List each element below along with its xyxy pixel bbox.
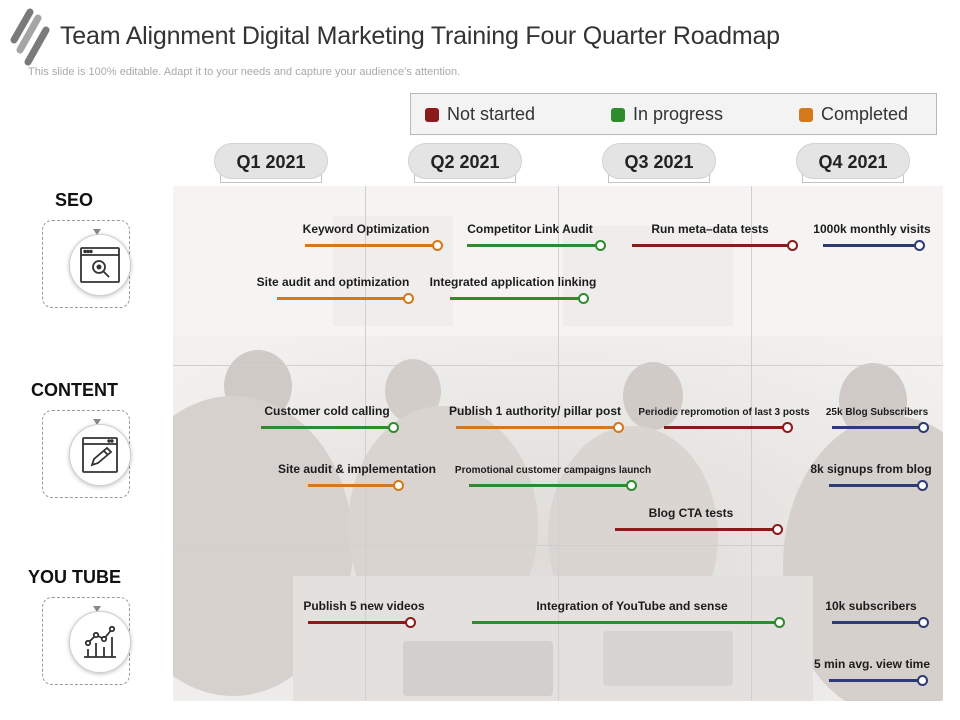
content-edit-icon <box>69 424 131 486</box>
down-arrow-icon <box>93 606 101 612</box>
task-bar <box>664 426 788 429</box>
task-end-marker <box>914 240 925 251</box>
quarter-bracket <box>414 170 516 183</box>
brand-logo-icon <box>10 8 50 66</box>
task-bar <box>829 679 923 682</box>
task-end-marker <box>613 422 624 433</box>
task-bar <box>305 244 438 247</box>
task-label: Competitor Link Audit <box>467 222 593 236</box>
task-bar <box>615 528 778 531</box>
row-title-seo: SEO <box>55 190 94 210</box>
task-label: Periodic repromotion of last 3 posts <box>638 407 810 418</box>
task-label: 5 min avg. view time <box>813 657 931 671</box>
task-bar <box>832 621 924 624</box>
task-bar <box>632 244 793 247</box>
grid-divider <box>365 186 366 701</box>
task-label: Keyword Optimization <box>302 222 430 236</box>
legend-item-in-progress: In progress <box>611 104 723 125</box>
task-bar <box>832 426 924 429</box>
not-started-swatch <box>425 107 439 122</box>
row-title-youtube: YOU TUBE <box>28 567 122 587</box>
task-bar <box>823 244 920 247</box>
row-card-youtube <box>42 597 131 685</box>
row-card-seo <box>42 220 131 308</box>
task-bar <box>450 297 584 300</box>
task-label: Publish 1 authority/ pillar post <box>448 404 622 418</box>
in-progress-swatch <box>611 107 625 122</box>
task-bar <box>261 426 394 429</box>
task-end-marker <box>578 293 589 304</box>
task-label: Integrated application linking <box>429 275 597 289</box>
quarter-header-q4: Q4 2021 <box>796 143 910 179</box>
task-label: Publish 5 new videos <box>303 599 425 613</box>
legend-label-completed: Completed <box>821 104 909 124</box>
task-label: 25k Blog Subscribers <box>825 407 929 418</box>
task-bar <box>456 426 619 429</box>
quarter-bracket <box>220 170 322 183</box>
task-label: Site audit and optimization <box>256 275 410 289</box>
grid-divider <box>173 365 943 366</box>
quarter-header-q2: Q2 2021 <box>408 143 522 179</box>
task-end-marker <box>772 524 783 535</box>
completed-swatch <box>799 107 813 122</box>
task-end-marker <box>917 480 928 491</box>
quarter-header-q1: Q1 2021 <box>214 143 328 179</box>
task-label: 1000k monthly visits <box>813 222 931 236</box>
down-arrow-icon <box>93 229 101 235</box>
page-subtitle: This slide is 100% editable. Adapt it to… <box>28 66 461 78</box>
status-legend: Not started In progress Completed <box>410 93 937 135</box>
task-end-marker <box>595 240 606 251</box>
task-bar <box>308 484 399 487</box>
task-label: Integration of YouTube and sense <box>536 599 728 613</box>
task-end-marker <box>774 617 785 628</box>
legend-item-not-started: Not started <box>425 104 535 125</box>
task-end-marker <box>388 422 399 433</box>
task-bar <box>472 621 780 624</box>
down-arrow-icon <box>93 419 101 425</box>
grid-divider <box>173 545 943 546</box>
task-end-marker <box>787 240 798 251</box>
task-bar <box>829 484 923 487</box>
quarter-header-q3: Q3 2021 <box>602 143 716 179</box>
task-end-marker <box>918 422 929 433</box>
legend-label-not-started: Not started <box>447 104 536 124</box>
task-end-marker <box>917 675 928 686</box>
task-end-marker <box>405 617 416 628</box>
task-end-marker <box>626 480 637 491</box>
task-bar <box>308 621 411 624</box>
roadmap-grid <box>173 186 943 701</box>
quarter-bracket <box>802 170 904 183</box>
row-title-content: CONTENT <box>31 380 118 400</box>
task-label: Site audit & implementation <box>277 462 437 476</box>
task-label: 8k signups from blog <box>810 462 932 476</box>
task-label: Promotional customer campaigns launch <box>454 465 652 476</box>
seo-search-icon <box>69 234 131 296</box>
grid-divider <box>751 186 752 701</box>
row-card-content <box>42 410 131 498</box>
task-label: Blog CTA tests <box>648 506 734 520</box>
analytics-chart-icon <box>69 611 131 673</box>
page-title: Team Alignment Digital Marketing Trainin… <box>60 22 780 50</box>
task-end-marker <box>918 617 929 628</box>
task-label: Customer cold calling <box>264 404 390 418</box>
quarter-bracket <box>608 170 710 183</box>
task-bar <box>469 484 632 487</box>
legend-item-completed: Completed <box>799 104 908 125</box>
legend-label-in-progress: In progress <box>633 104 724 124</box>
task-bar <box>467 244 601 247</box>
grid-divider <box>558 186 559 701</box>
task-label: 10k subscribers <box>825 599 917 613</box>
task-label: Run meta–data tests <box>651 222 769 236</box>
task-end-marker <box>403 293 414 304</box>
task-end-marker <box>393 480 404 491</box>
task-end-marker <box>782 422 793 433</box>
task-bar <box>277 297 409 300</box>
task-end-marker <box>432 240 443 251</box>
